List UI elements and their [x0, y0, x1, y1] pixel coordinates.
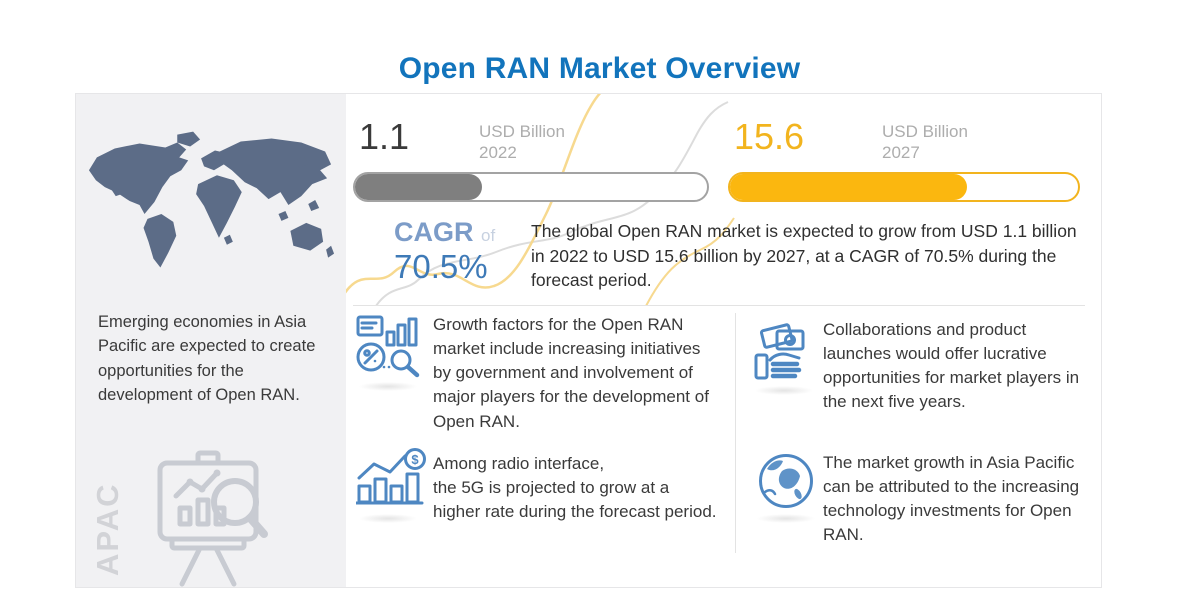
market-summary: The global Open RAN market is expected t… — [531, 221, 1077, 290]
cagr-of: of — [481, 226, 496, 245]
market-unit-2027: USD Billion 2027 — [882, 121, 968, 164]
cagr-label: CAGR of — [394, 218, 495, 246]
icon-shadow — [755, 386, 813, 395]
progress-bar-2027 — [728, 172, 1080, 202]
icon-shadow — [757, 514, 815, 523]
bullet-5g-growth: Among radio interface, the 5G is project… — [433, 454, 717, 522]
region-label: APAC — [90, 482, 125, 576]
market-value-2022: 1.1 — [359, 116, 410, 157]
unit-label: USD Billion — [479, 122, 565, 141]
year-label: 2022 — [479, 143, 517, 163]
progress-fill-2027 — [730, 174, 967, 200]
content-frame: Emerging economies in Asia Pacific are e… — [75, 82, 1102, 588]
vertical-divider — [735, 313, 736, 553]
bullet-growth-factors: Growth factors for the Open RAN market i… — [433, 315, 709, 431]
money-hand-icon — [753, 322, 815, 389]
icon-shadow — [359, 514, 417, 523]
bullet-collaborations: Collaborations and product launches woul… — [823, 320, 1080, 412]
progress-fill-2022 — [355, 174, 482, 200]
market-value-2027: 15.6 — [734, 116, 805, 157]
region-note: Emerging economies in Asia Pacific are e… — [98, 313, 316, 404]
world-map-icon — [82, 122, 340, 294]
unit-label: USD Billion — [882, 122, 968, 141]
cagr-block: CAGR of 70.5% — [394, 218, 495, 285]
region-panel: Emerging economies in Asia Pacific are e… — [76, 94, 346, 587]
market-unit-2022: USD Billion 2022 — [479, 121, 565, 164]
cagr-value: 70.5% — [394, 248, 488, 286]
svg-text:$: $ — [411, 452, 419, 467]
growth-chart-dollar-icon: $ — [354, 448, 428, 515]
progress-bar-2022 — [353, 172, 709, 202]
horizontal-divider — [353, 305, 1085, 306]
icon-shadow — [359, 382, 417, 391]
bullet-apac-investments: The market growth in Asia Pacific can be… — [823, 453, 1080, 545]
year-label: 2027 — [882, 143, 920, 163]
page-title: Open RAN Market Overview — [398, 52, 801, 85]
globe-icon — [757, 452, 815, 515]
market-analytics-icon — [356, 315, 426, 384]
cagr-word: CAGR — [394, 217, 474, 247]
chart-easel-icon — [142, 450, 274, 593]
